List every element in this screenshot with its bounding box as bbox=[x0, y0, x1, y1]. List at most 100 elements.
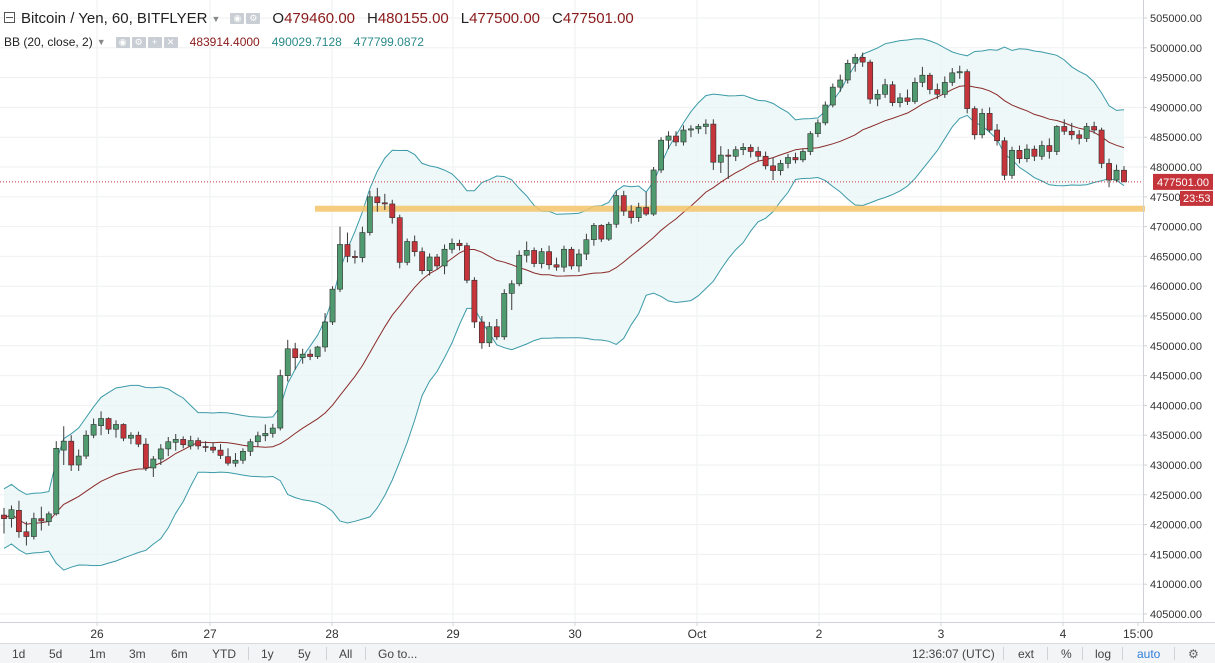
candle bbox=[60, 426, 67, 465]
candle bbox=[45, 511, 52, 526]
bb-upper-value: 490029.7128 bbox=[271, 35, 342, 49]
candle bbox=[837, 74, 844, 92]
candle-body bbox=[844, 62, 851, 81]
range-ytd-button[interactable]: YTD bbox=[212, 647, 236, 661]
candle-body bbox=[897, 97, 903, 103]
candle bbox=[568, 246, 575, 270]
candle bbox=[1068, 122, 1075, 140]
dropdown-caret-icon[interactable]: ▼ bbox=[96, 37, 106, 47]
scale-settings-icon[interactable]: ⚙ bbox=[1188, 647, 1199, 661]
candle bbox=[98, 411, 104, 436]
candle bbox=[822, 101, 829, 126]
auto-toggle[interactable]: auto bbox=[1137, 647, 1161, 661]
add-icon[interactable]: + bbox=[147, 36, 162, 48]
candle-body bbox=[762, 155, 769, 167]
candle bbox=[725, 149, 732, 179]
candle bbox=[986, 107, 993, 133]
candle bbox=[464, 242, 470, 284]
candle-body bbox=[381, 202, 388, 205]
candle-body bbox=[419, 251, 426, 272]
bb-lower-value: 477799.0872 bbox=[353, 35, 424, 49]
range-5y-button[interactable]: 5y bbox=[298, 647, 311, 661]
candle bbox=[620, 190, 627, 216]
dropdown-caret-icon[interactable]: ▼ bbox=[211, 13, 221, 24]
candle bbox=[516, 250, 523, 287]
candle bbox=[576, 249, 582, 272]
candle-body bbox=[546, 251, 552, 266]
candle-body bbox=[352, 256, 358, 258]
candle-body bbox=[486, 326, 493, 344]
settings-icon[interactable]: ⚙ bbox=[131, 36, 146, 48]
y-tick-label: 480000.00 bbox=[1150, 162, 1202, 174]
candle bbox=[956, 65, 963, 79]
candle-body bbox=[120, 424, 127, 439]
collapse-icon[interactable] bbox=[4, 12, 15, 23]
y-tick-label: 425000.00 bbox=[1150, 490, 1202, 502]
y-tick-label: 465000.00 bbox=[1150, 251, 1202, 263]
candle bbox=[441, 244, 448, 275]
candle-body bbox=[478, 321, 485, 344]
candle-body bbox=[688, 128, 694, 131]
goto-button[interactable]: Go to... bbox=[378, 647, 418, 661]
candle bbox=[583, 233, 590, 260]
candle bbox=[934, 83, 941, 100]
y-tick-label: 445000.00 bbox=[1150, 371, 1202, 383]
symbol-title[interactable]: Bitcoin / Yen, 60, BITFLYER bbox=[21, 10, 208, 27]
high-value: 480155.00 bbox=[377, 10, 449, 27]
candle-body bbox=[284, 348, 291, 376]
candle bbox=[523, 241, 530, 263]
time-axis[interactable]: 26 27 28 29 30 Oct 2 3 4 15:00 bbox=[90, 622, 1153, 641]
candle-body bbox=[725, 154, 732, 157]
candle bbox=[941, 76, 948, 98]
candle bbox=[777, 159, 784, 176]
eye-icon[interactable]: ◉ bbox=[115, 36, 130, 48]
range-1m-button[interactable]: 1m bbox=[89, 647, 106, 661]
candle bbox=[150, 456, 157, 477]
candle bbox=[352, 250, 358, 264]
close-icon[interactable]: ✕ bbox=[163, 36, 178, 48]
candle bbox=[68, 435, 75, 471]
candle bbox=[882, 78, 888, 98]
candle-body bbox=[994, 129, 1000, 142]
range-1d-button[interactable]: 1d bbox=[12, 647, 26, 661]
candle-body bbox=[673, 135, 679, 143]
range-1y-button[interactable]: 1y bbox=[261, 647, 274, 661]
candle bbox=[135, 431, 142, 448]
candle-body bbox=[658, 139, 664, 171]
candle-body bbox=[576, 253, 582, 267]
candle-body bbox=[187, 440, 194, 447]
candle-body bbox=[717, 154, 724, 163]
candle-body bbox=[568, 248, 575, 267]
log-toggle[interactable]: log bbox=[1095, 647, 1112, 661]
settings-icon[interactable]: ⚙ bbox=[246, 13, 261, 24]
range-all-button[interactable]: All bbox=[339, 647, 353, 661]
symbol-legend: Bitcoin / Yen, 60, BITFLYER ▼ ◉ ⚙ O47946… bbox=[4, 10, 634, 27]
candle-body bbox=[605, 223, 612, 240]
candle bbox=[785, 153, 791, 169]
candle-body bbox=[1113, 169, 1120, 181]
y-tick-label: 435000.00 bbox=[1150, 430, 1202, 442]
range-3m-button[interactable]: 3m bbox=[129, 647, 146, 661]
candle-body bbox=[755, 151, 762, 157]
candle bbox=[874, 89, 881, 107]
candle bbox=[546, 245, 552, 270]
candle-body bbox=[912, 82, 918, 102]
candle bbox=[419, 247, 426, 275]
range-5d-button[interactable]: 5d bbox=[49, 647, 63, 661]
ext-toggle[interactable]: ext bbox=[1018, 647, 1035, 661]
candle bbox=[217, 444, 224, 460]
candle bbox=[1046, 138, 1053, 159]
range-6m-button[interactable]: 6m bbox=[171, 647, 188, 661]
candle bbox=[314, 345, 321, 359]
last-price-tag: 477501.00 23:53 bbox=[1153, 173, 1213, 206]
candle-body bbox=[628, 210, 635, 218]
indicator-name[interactable]: BB (20, close, 2) bbox=[4, 35, 93, 49]
candle bbox=[1016, 145, 1023, 164]
candle-body bbox=[240, 450, 246, 461]
price-axis[interactable]: 405000.00 410000.00 415000.00 420000.00 4250… bbox=[1143, 13, 1202, 621]
percent-toggle[interactable]: % bbox=[1061, 647, 1072, 661]
eye-icon[interactable]: ◉ bbox=[230, 13, 245, 24]
support-level-highlight[interactable] bbox=[315, 205, 1145, 212]
candle bbox=[814, 119, 821, 138]
